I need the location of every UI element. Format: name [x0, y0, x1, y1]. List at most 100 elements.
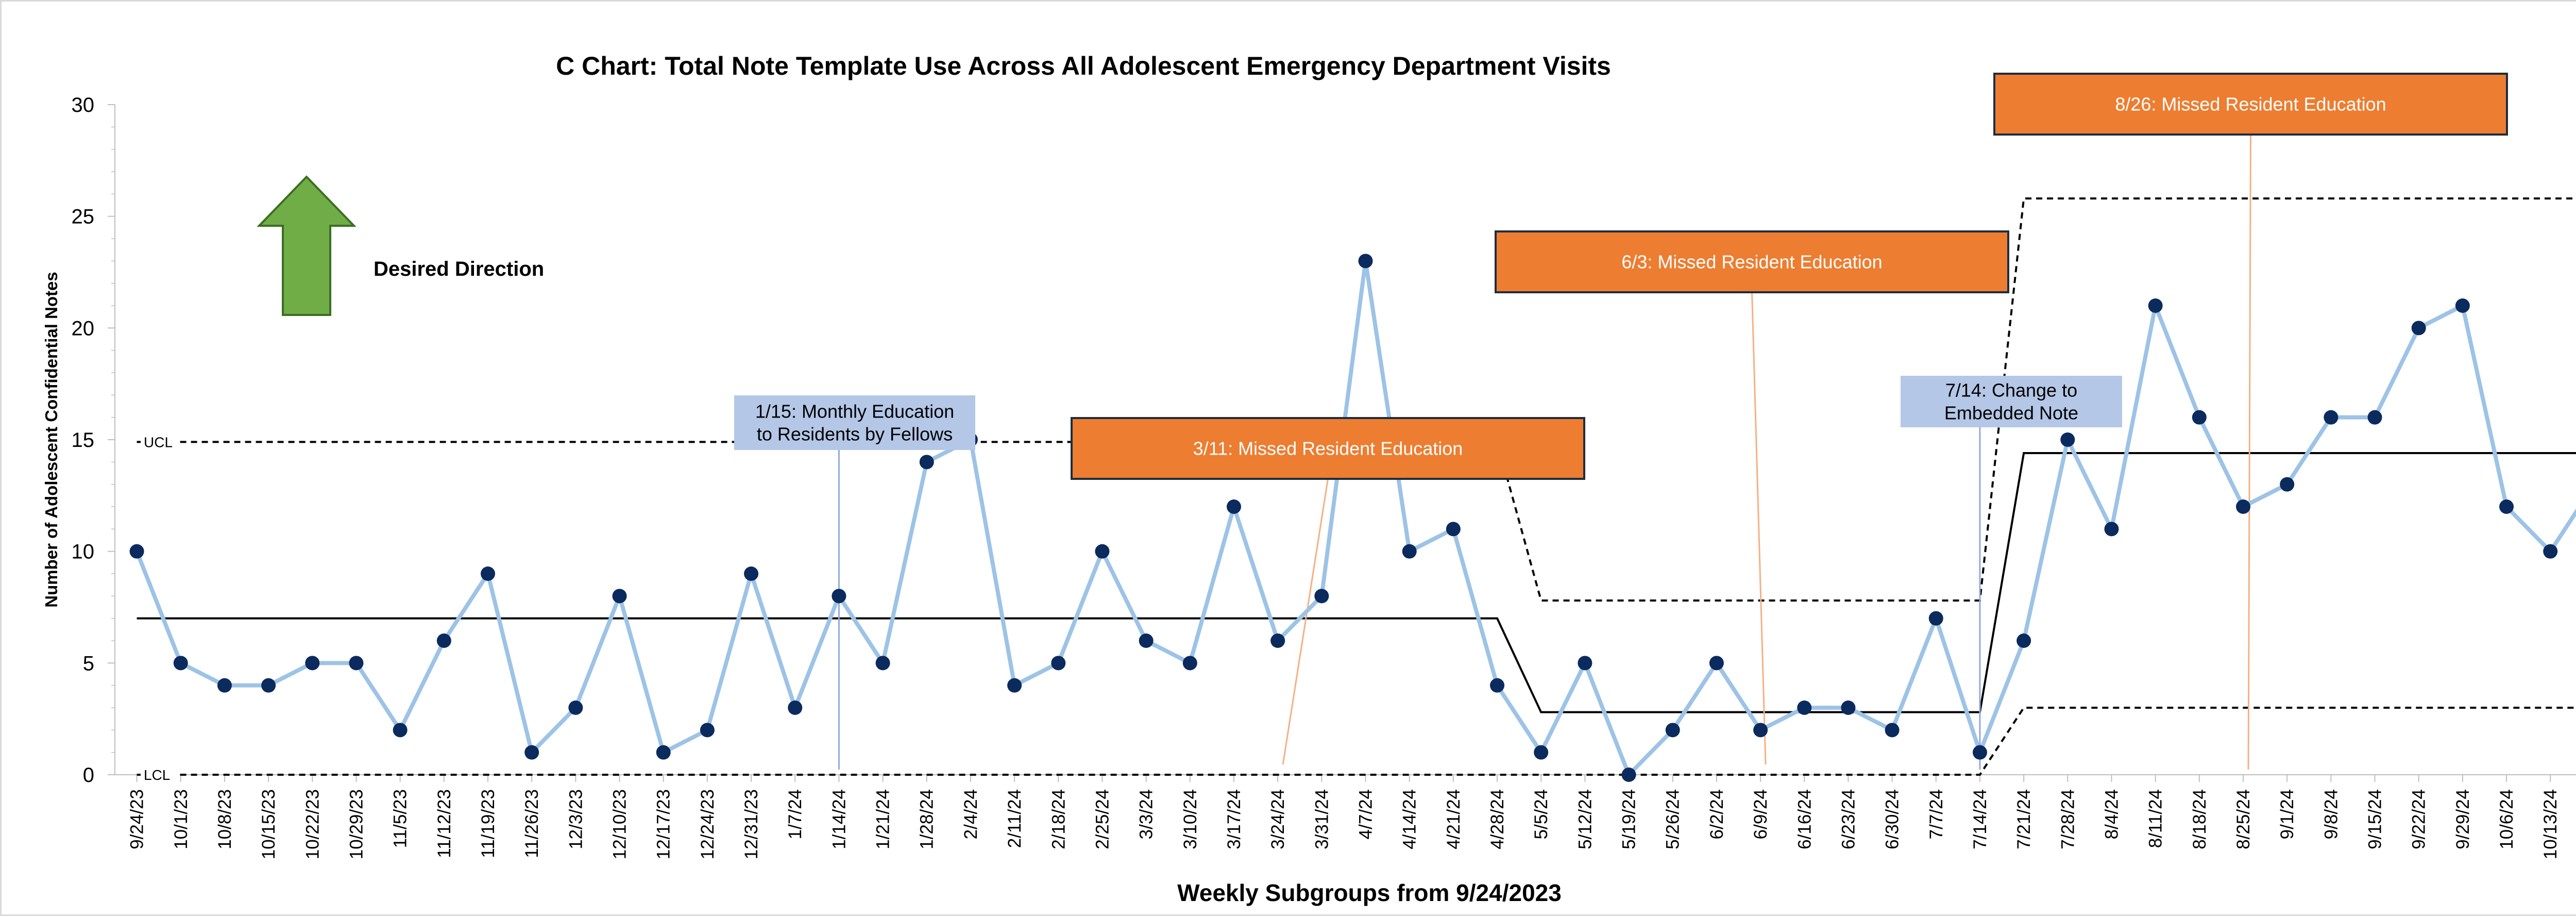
- series-line: [137, 261, 2576, 775]
- annotation-text: 8/26: Missed Resident Education: [2115, 94, 2386, 115]
- x-tick-label: 10/13/24: [2540, 789, 2561, 859]
- x-tick-label: 11/5/23: [391, 789, 411, 848]
- data-point: [1270, 633, 1285, 648]
- data-point: [2192, 410, 2207, 425]
- data-point: [1402, 544, 1417, 559]
- annotation-leader-line: [1752, 292, 1766, 764]
- x-tick-label: 3/17/24: [1224, 789, 1244, 849]
- x-tick-label: 7/28/24: [2058, 789, 2078, 849]
- x-tick-label: 9/1/24: [2277, 789, 2297, 839]
- desired-direction-label: Desired Direction: [374, 258, 544, 280]
- data-point: [1139, 633, 1154, 648]
- data-point: [1929, 611, 1943, 626]
- data-point: [349, 656, 363, 670]
- x-tick-label: 5/5/24: [1531, 789, 1551, 839]
- x-tick-label: 10/8/23: [215, 789, 235, 849]
- data-point: [656, 745, 671, 760]
- data-point: [481, 566, 495, 581]
- annotation-leader-line: [1283, 479, 1328, 764]
- data-point: [2060, 432, 2075, 447]
- data-point: [568, 701, 583, 715]
- x-tick-label: 5/12/24: [1575, 789, 1595, 849]
- data-point: [305, 656, 319, 670]
- up-arrow-icon: [259, 177, 354, 315]
- center-line: [137, 453, 2576, 712]
- data-point: [1666, 723, 1680, 737]
- x-tick-label: 2/4/24: [961, 789, 981, 839]
- data-point: [393, 723, 408, 737]
- data-point: [437, 633, 451, 648]
- data-point: [1446, 522, 1461, 536]
- x-tick-label: 2/25/24: [1092, 789, 1112, 849]
- chart-title: C Chart: Total Note Template Use Across …: [556, 52, 1611, 80]
- y-tick-label: 15: [72, 429, 95, 452]
- x-tick-label: 8/25/24: [2233, 789, 2253, 849]
- x-tick-label: 10/1/23: [171, 789, 191, 849]
- data-point: [1797, 701, 1811, 715]
- annotation-text: 7/14: Change to: [1945, 380, 2077, 401]
- x-tick-label: 11/12/23: [434, 789, 454, 858]
- data-point: [2499, 499, 2514, 514]
- y-tick-label: 20: [72, 317, 95, 340]
- x-tick-label: 1/14/24: [829, 789, 849, 849]
- data-point: [788, 701, 802, 715]
- data-point: [832, 589, 846, 603]
- annotation-text: 1/15: Monthly Education: [755, 401, 954, 422]
- data-point: [2455, 298, 2470, 313]
- data-point: [1359, 254, 1373, 268]
- data-point: [1051, 656, 1065, 670]
- x-tick-label: 4/28/24: [1487, 789, 1507, 849]
- x-tick-label: 12/31/23: [741, 789, 761, 859]
- x-tick-label: 9/8/24: [2321, 789, 2341, 839]
- x-tick-label: 3/3/24: [1137, 789, 1157, 839]
- data-point: [700, 723, 715, 737]
- data-point: [130, 544, 144, 559]
- x-tick-label: 1/21/24: [873, 789, 893, 849]
- data-point: [2236, 499, 2250, 514]
- annotation-text: Embedded Note: [1944, 403, 2078, 424]
- data-point: [1753, 723, 1768, 737]
- x-tick-label: 6/23/24: [1838, 789, 1858, 849]
- x-tick-label: 8/4/24: [2102, 789, 2122, 839]
- x-tick-label: 11/19/23: [478, 789, 498, 858]
- x-tick-label: 11/26/23: [522, 789, 542, 858]
- data-point: [876, 656, 890, 670]
- data-point: [2412, 321, 2426, 335]
- series-layer: [130, 254, 2576, 782]
- data-point: [2543, 544, 2557, 559]
- x-tick-label: 5/26/24: [1663, 789, 1683, 849]
- x-tick-label: 7/7/24: [1926, 789, 1946, 839]
- x-tick-label: 9/29/24: [2453, 789, 2473, 849]
- annotation-text: 6/3: Missed Resident Education: [1621, 252, 1882, 273]
- data-point: [2368, 410, 2382, 425]
- data-point: [920, 455, 934, 469]
- data-point: [1709, 656, 1724, 670]
- x-tick-label: 5/19/24: [1619, 789, 1639, 849]
- data-point: [1183, 656, 1197, 670]
- x-tick-label: 10/22/23: [302, 789, 323, 859]
- x-tick-label: 3/10/24: [1180, 789, 1200, 849]
- x-tick-label: 2/18/24: [1048, 789, 1069, 849]
- desired-direction-layer: Desired Direction: [259, 177, 544, 315]
- x-tick-label: 12/17/23: [654, 789, 674, 859]
- x-tick-label: 12/24/23: [698, 789, 718, 859]
- annotation-text: to Residents by Fellows: [757, 424, 953, 445]
- x-tick-label: 1/28/24: [917, 789, 937, 849]
- data-point: [1973, 745, 1987, 760]
- x-tick-label: 3/31/24: [1312, 789, 1332, 849]
- x-tick-label: 10/15/23: [259, 789, 279, 859]
- data-point: [1578, 656, 1592, 670]
- data-point: [2104, 522, 2119, 536]
- data-point: [524, 745, 539, 760]
- x-tick-label: 8/11/24: [2146, 789, 2166, 848]
- x-tick-label: 12/10/23: [610, 789, 630, 859]
- data-point: [1490, 678, 1504, 693]
- x-tick-label: 9/24/23: [127, 789, 147, 849]
- x-tick-label: 4/21/24: [1444, 789, 1464, 849]
- data-point: [261, 678, 276, 693]
- lower-control-limit: [137, 708, 2576, 775]
